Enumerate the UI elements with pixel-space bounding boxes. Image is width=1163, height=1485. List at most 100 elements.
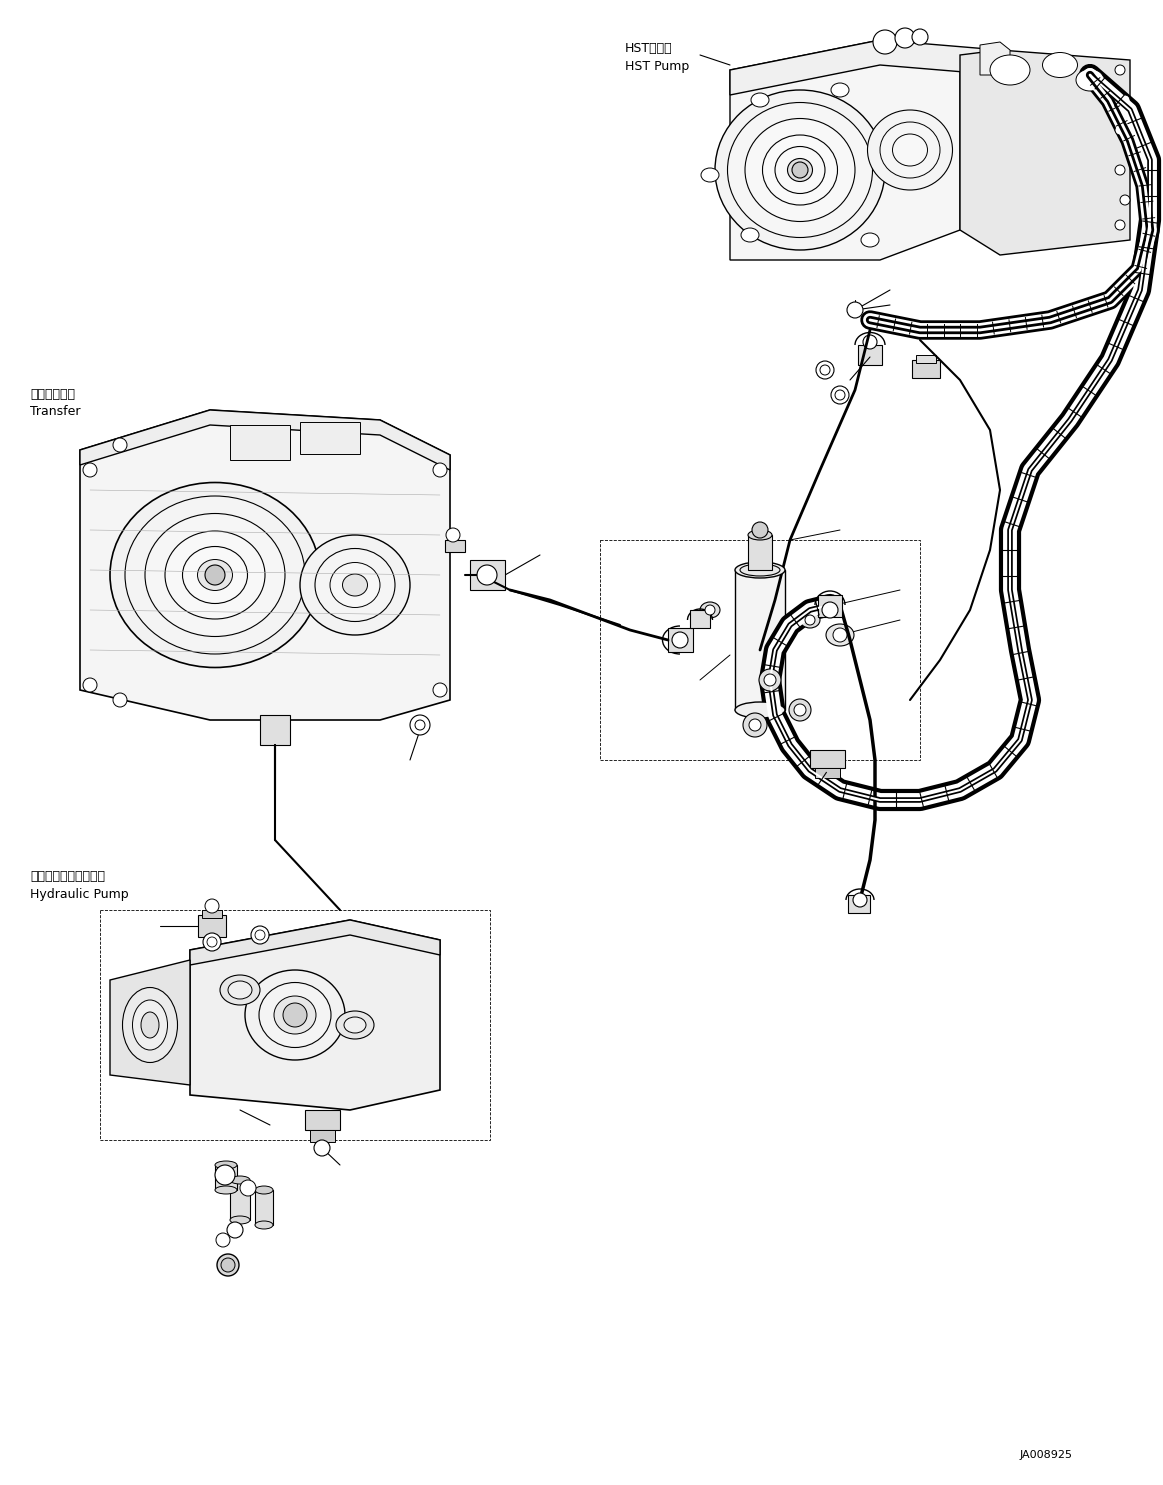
Ellipse shape — [255, 1221, 273, 1230]
Ellipse shape — [228, 982, 252, 999]
Ellipse shape — [880, 122, 940, 178]
Circle shape — [896, 28, 915, 48]
Circle shape — [1115, 65, 1125, 76]
Bar — [255, 1189, 273, 1225]
Circle shape — [852, 892, 866, 907]
Ellipse shape — [255, 1187, 273, 1194]
Bar — [858, 345, 882, 365]
Circle shape — [912, 30, 928, 45]
Circle shape — [216, 1233, 230, 1247]
Ellipse shape — [230, 1176, 250, 1184]
Circle shape — [743, 713, 768, 737]
Text: Transfer: Transfer — [30, 405, 80, 417]
Bar — [300, 422, 361, 454]
Text: Hydraulic Pump: Hydraulic Pump — [30, 888, 129, 901]
Text: HST Pump: HST Pump — [625, 59, 690, 73]
Circle shape — [847, 301, 863, 318]
Circle shape — [217, 1253, 240, 1276]
Ellipse shape — [315, 548, 395, 622]
Ellipse shape — [183, 546, 248, 603]
Bar — [912, 359, 940, 379]
Ellipse shape — [735, 561, 785, 578]
Ellipse shape — [110, 483, 320, 667]
Circle shape — [1120, 95, 1130, 105]
Ellipse shape — [1076, 68, 1104, 91]
Circle shape — [792, 162, 808, 178]
Circle shape — [672, 633, 688, 647]
Bar — [445, 541, 465, 552]
Ellipse shape — [1042, 52, 1077, 77]
Circle shape — [477, 564, 497, 585]
Circle shape — [205, 564, 224, 585]
Circle shape — [805, 615, 815, 625]
Circle shape — [227, 1222, 243, 1238]
Ellipse shape — [336, 1011, 374, 1040]
Bar — [916, 355, 936, 362]
Ellipse shape — [775, 147, 825, 193]
Ellipse shape — [745, 119, 855, 221]
Circle shape — [445, 529, 461, 542]
Ellipse shape — [990, 55, 1030, 85]
Circle shape — [113, 693, 127, 707]
Polygon shape — [190, 921, 440, 965]
Circle shape — [204, 933, 221, 950]
Circle shape — [205, 898, 219, 913]
Circle shape — [207, 937, 217, 947]
Ellipse shape — [215, 1161, 237, 1169]
Circle shape — [820, 365, 830, 376]
Circle shape — [215, 1166, 235, 1185]
Bar — [690, 610, 709, 628]
Circle shape — [113, 438, 127, 451]
Polygon shape — [80, 410, 450, 720]
Bar — [668, 628, 693, 652]
Text: ハイドロリックポンプ: ハイドロリックポンプ — [30, 870, 105, 884]
Circle shape — [83, 463, 97, 477]
Ellipse shape — [832, 83, 849, 97]
Circle shape — [835, 391, 846, 399]
Ellipse shape — [259, 983, 331, 1047]
Circle shape — [1120, 195, 1130, 205]
Ellipse shape — [826, 624, 854, 646]
Circle shape — [283, 1002, 307, 1028]
Circle shape — [789, 699, 811, 722]
Polygon shape — [190, 921, 440, 1109]
Bar — [305, 1109, 340, 1130]
Bar — [748, 535, 772, 570]
Polygon shape — [730, 40, 959, 260]
Circle shape — [816, 361, 834, 379]
Ellipse shape — [868, 110, 952, 190]
Circle shape — [863, 336, 877, 349]
Circle shape — [705, 604, 715, 615]
Bar — [261, 714, 290, 745]
Polygon shape — [730, 40, 1000, 95]
Ellipse shape — [344, 1017, 366, 1034]
Polygon shape — [110, 959, 190, 1086]
Ellipse shape — [274, 996, 316, 1034]
Ellipse shape — [787, 159, 813, 181]
Ellipse shape — [751, 94, 769, 107]
Circle shape — [794, 704, 806, 716]
Ellipse shape — [215, 1187, 237, 1194]
Bar — [230, 1181, 250, 1221]
Bar — [815, 768, 840, 778]
Text: JA008925: JA008925 — [1020, 1449, 1073, 1460]
Ellipse shape — [892, 134, 928, 166]
Bar — [809, 750, 846, 768]
Ellipse shape — [748, 530, 772, 541]
Circle shape — [764, 674, 776, 686]
Ellipse shape — [741, 229, 759, 242]
Circle shape — [255, 930, 265, 940]
Text: HSTポンプ: HSTポンプ — [625, 42, 672, 55]
Polygon shape — [735, 570, 785, 710]
Circle shape — [415, 720, 424, 731]
Text: トランスファ: トランスファ — [30, 388, 74, 401]
Ellipse shape — [800, 612, 820, 628]
Ellipse shape — [715, 91, 885, 249]
Polygon shape — [980, 42, 1009, 76]
Circle shape — [221, 1258, 235, 1273]
Circle shape — [752, 523, 768, 538]
Ellipse shape — [133, 999, 167, 1050]
Bar — [198, 915, 226, 937]
Circle shape — [1115, 220, 1125, 230]
Ellipse shape — [700, 601, 720, 618]
